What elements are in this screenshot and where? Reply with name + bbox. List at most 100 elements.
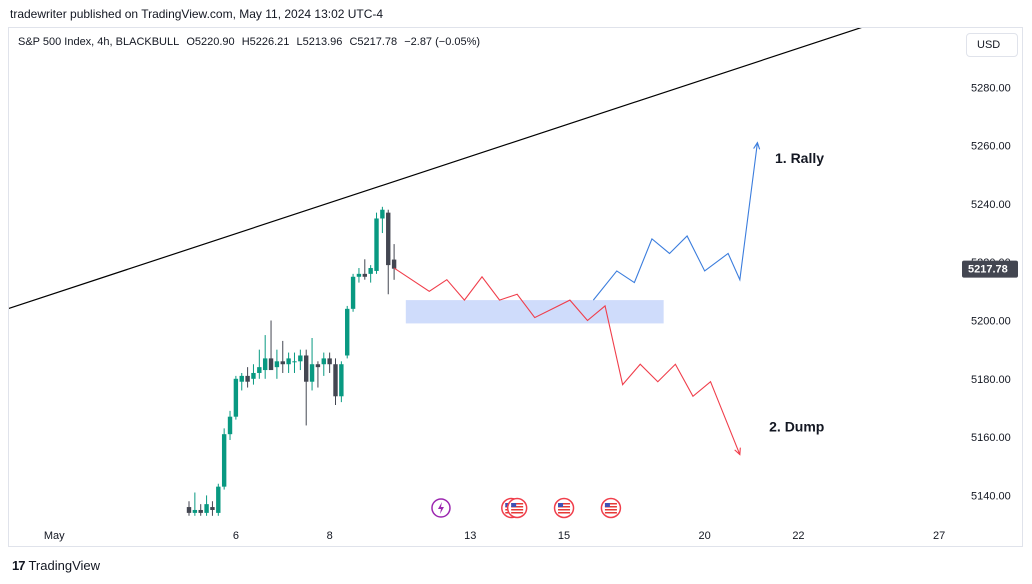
candle[interactable]: [204, 495, 209, 516]
candle-body: [327, 358, 332, 365]
candle[interactable]: [227, 410, 233, 441]
us-flag-event-icon[interactable]: [553, 497, 575, 519]
candle-body: [233, 378, 239, 417]
candle[interactable]: [274, 349, 280, 379]
candle-body: [204, 504, 209, 513]
flag-stripe: [511, 512, 524, 514]
candle-body: [362, 273, 367, 277]
tradingview-logo[interactable]: 17 TradingView: [12, 558, 100, 573]
candle[interactable]: [380, 206, 385, 234]
candle[interactable]: [286, 352, 291, 373]
y-tick-label: 5240.00: [971, 199, 1011, 211]
candle[interactable]: [321, 352, 326, 376]
symbol-legend: S&P 500 Index, 4h, BLACKBULL O5220.90 H5…: [18, 36, 484, 48]
flag-stripe: [511, 503, 524, 505]
candle-body: [198, 509, 203, 513]
candle-body: [221, 434, 227, 487]
candle[interactable]: [386, 209, 391, 295]
candle-body: [391, 259, 397, 269]
candle[interactable]: [251, 364, 256, 385]
us-flag-event-icon[interactable]: [506, 497, 528, 519]
ohlc-change: −2.87 (−0.05%): [404, 36, 481, 48]
y-tick-label: 5260.00: [971, 141, 1011, 153]
us-flag-event-icon[interactable]: [600, 497, 622, 519]
trendline[interactable]: [0, 23, 875, 326]
candle-body: [374, 218, 379, 271]
lightning-event-icon[interactable]: [431, 498, 451, 518]
candle-body: [268, 358, 274, 371]
candle[interactable]: [309, 337, 315, 391]
candle[interactable]: [391, 244, 397, 280]
candle[interactable]: [362, 259, 367, 280]
candle[interactable]: [268, 320, 274, 371]
candle[interactable]: [327, 352, 332, 373]
flag-event-ring: [600, 497, 622, 519]
candle[interactable]: [339, 361, 344, 403]
candle[interactable]: [262, 335, 268, 379]
candle-body: [257, 367, 262, 373]
support-zone[interactable]: [405, 300, 664, 324]
candle-body: [274, 361, 280, 368]
tradingview-logo-icon: 17: [12, 558, 26, 573]
candle[interactable]: [345, 305, 350, 359]
lightning-glyph: [437, 502, 444, 514]
candle[interactable]: [304, 349, 309, 426]
currency-button[interactable]: USD: [966, 33, 1018, 57]
candle-body: [304, 355, 309, 382]
candle-body: [216, 486, 221, 513]
dump-path-arrowhead: [734, 447, 741, 456]
x-tick-label: 13: [464, 530, 476, 542]
published-line: tradewriter published on TradingView.com…: [10, 7, 384, 21]
x-tick-label: 22: [792, 530, 804, 542]
candle-body: [245, 375, 250, 382]
candle[interactable]: [245, 367, 250, 388]
candle[interactable]: [186, 501, 192, 516]
candle-body: [186, 507, 192, 513]
candle[interactable]: [257, 349, 262, 379]
candle[interactable]: [356, 268, 362, 283]
flag-stripe: [558, 506, 571, 508]
flag-event-ring: [506, 497, 528, 519]
candle[interactable]: [374, 212, 379, 274]
candle-body: [292, 361, 297, 363]
candle-body: [356, 273, 362, 277]
candle[interactable]: [280, 340, 285, 373]
candle[interactable]: [315, 361, 321, 388]
candle[interactable]: [333, 358, 338, 406]
flag-stripe: [511, 506, 524, 508]
candle-body: [339, 364, 344, 397]
candle-body: [333, 364, 338, 397]
dump-path[interactable]: [393, 267, 741, 455]
y-tick-label: 5280.00: [971, 82, 1011, 94]
flag-stripe: [558, 509, 571, 511]
candle[interactable]: [298, 349, 303, 371]
y-tick-label: 5140.00: [971, 490, 1011, 502]
chart-frame: [8, 27, 1023, 547]
flag-stripe: [604, 503, 617, 505]
candle-body: [345, 308, 350, 356]
candle[interactable]: [210, 501, 215, 516]
candle[interactable]: [292, 352, 297, 373]
candle[interactable]: [368, 265, 373, 283]
flag-event-ring: [553, 497, 575, 519]
candle-body: [286, 358, 291, 365]
rally-path[interactable]: [592, 142, 758, 301]
candle-body: [368, 268, 373, 274]
flag-stripe: [558, 512, 571, 514]
x-tick-label: 15: [558, 530, 570, 542]
candle[interactable]: [198, 504, 203, 516]
x-tick-label: 20: [699, 530, 711, 542]
flag-stripe: [604, 509, 617, 511]
candle[interactable]: [221, 428, 227, 490]
candle[interactable]: [216, 483, 221, 516]
candle[interactable]: [192, 492, 198, 516]
flag-canton: [558, 503, 564, 507]
candle[interactable]: [350, 273, 356, 312]
candle[interactable]: [233, 375, 239, 420]
candle[interactable]: [239, 372, 244, 391]
symbol-name[interactable]: S&P 500 Index, 4h, BLACKBULL: [18, 36, 180, 48]
candle-body: [350, 276, 356, 309]
candle-body: [192, 509, 198, 513]
candle-body: [262, 358, 268, 371]
